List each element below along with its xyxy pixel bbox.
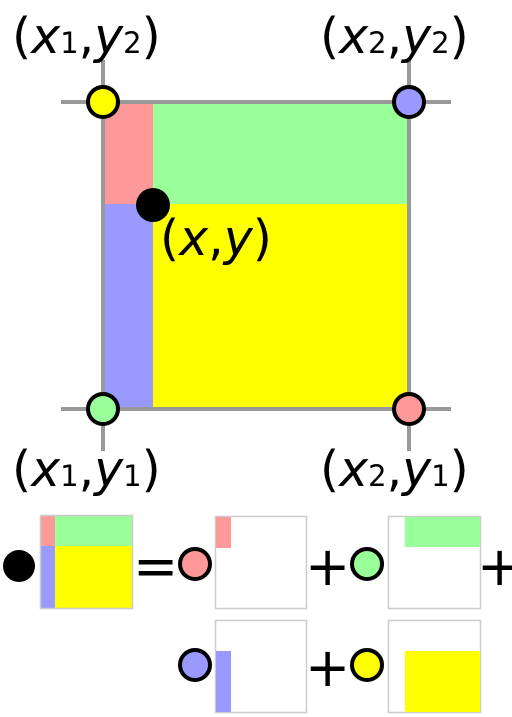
formula-point-black [3, 550, 35, 582]
interior-point [136, 188, 170, 222]
formula-point-green [350, 547, 384, 581]
corner-label-bottom-left: (x1,y1) [12, 441, 161, 498]
formula-term-red-box [214, 515, 308, 610]
interior-point-label: (x,y) [160, 210, 272, 267]
corner-point-top-right [392, 85, 426, 119]
formula-term-yellow-box [387, 619, 482, 714]
grid-lines [61, 60, 451, 451]
corner-point-top-left [86, 85, 120, 119]
region-bottom-right [153, 204, 409, 409]
corner-label-bottom-right: (x2,y1) [320, 441, 469, 498]
corner-label-top-left: (x1,y2) [12, 8, 161, 65]
formula-point-blue [178, 648, 212, 682]
formula-plus-1: + [305, 535, 351, 598]
corner-label-top-right: (x2,y2) [320, 8, 469, 65]
formula-point-red [178, 547, 212, 581]
formula-term-blue-box [214, 619, 308, 714]
region-bottom-left [103, 204, 153, 409]
formula-plus-3: + [305, 636, 351, 699]
region-top-right [153, 102, 409, 204]
formula-equals: = [133, 535, 179, 598]
region-top-left [103, 102, 153, 204]
formula-term-green-box [387, 515, 482, 610]
corner-point-bottom-left [86, 392, 120, 426]
corner-point-bottom-right [392, 392, 426, 426]
formula-point-yellow [350, 648, 384, 682]
formula-plus-2: + [477, 535, 512, 598]
formula-lhs-box [39, 514, 134, 610]
